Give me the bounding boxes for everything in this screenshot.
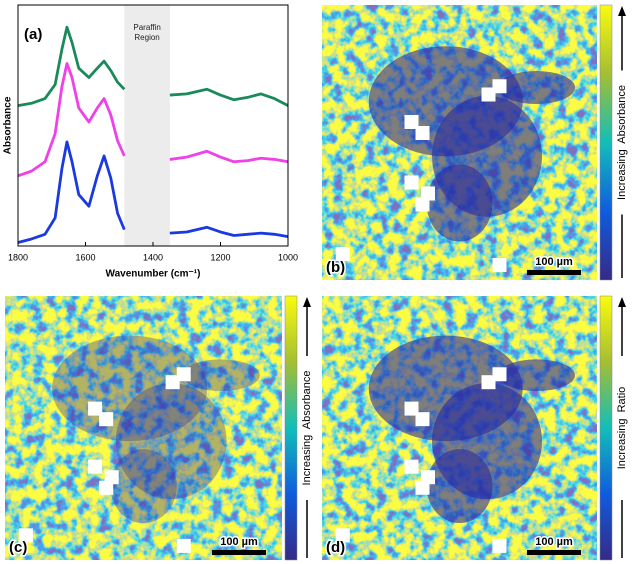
- colorbar-label: Increasing Absorbance: [301, 371, 313, 486]
- masked-pixel: [176, 538, 191, 553]
- heatmap-image: [322, 296, 597, 560]
- x-tick-label: 1200: [210, 252, 230, 262]
- dark-region: [426, 164, 493, 242]
- masked-pixel: [415, 126, 430, 140]
- scale-bar: [212, 550, 266, 555]
- panel-label: (d): [326, 539, 345, 556]
- colorbar-label: Increasing Ratio: [616, 387, 628, 470]
- arrow-head: [618, 297, 626, 307]
- colorbar-label: Increasing Absorbance: [616, 85, 628, 200]
- dark-region: [110, 449, 177, 524]
- paraffin-band: [124, 5, 170, 246]
- masked-pixel: [404, 175, 419, 190]
- scale-bar-label: 100 µm: [535, 256, 573, 268]
- masked-pixel: [404, 401, 419, 416]
- masked-pixel: [421, 470, 435, 485]
- arrow-head: [303, 297, 311, 307]
- annotation: Paraffin Region: [133, 23, 161, 42]
- dark-region: [426, 449, 493, 524]
- masked-pixel: [165, 375, 180, 390]
- masked-pixel: [404, 115, 419, 129]
- masked-pixel: [335, 247, 350, 261]
- masked-pixel: [88, 459, 103, 474]
- masked-pixel: [99, 480, 114, 495]
- scale-bar: [527, 550, 581, 555]
- arrow-head: [618, 6, 626, 16]
- masked-pixel: [492, 367, 507, 382]
- spectrum-line: [17, 140, 289, 244]
- x-axis-label: Wavenumber (cm⁻¹): [106, 269, 201, 280]
- masked-pixel: [104, 470, 119, 485]
- colorbar: [284, 295, 298, 561]
- masked-pixel: [492, 79, 507, 94]
- scale-bar: [527, 270, 581, 275]
- masked-pixel: [481, 375, 496, 390]
- colorbar: [599, 295, 613, 561]
- dark-region: [498, 71, 575, 104]
- x-tick-label: 1800: [8, 252, 28, 262]
- panel-label: (b): [326, 259, 345, 276]
- panel-label: (a): [24, 26, 42, 43]
- scale-bar-label: 100 µm: [535, 536, 573, 548]
- heatmap-image: [322, 5, 597, 280]
- heatmap-noise: [5, 296, 282, 560]
- heatmap-image: [5, 296, 282, 560]
- masked-pixel: [88, 401, 103, 416]
- masked-pixel: [415, 480, 430, 495]
- panel-label: (c): [9, 539, 27, 556]
- masked-pixel: [415, 197, 430, 212]
- masked-pixel: [492, 538, 507, 553]
- dark-region: [498, 359, 575, 392]
- spectrum-line: [17, 25, 289, 107]
- masked-pixel: [481, 87, 496, 102]
- masked-pixel: [404, 459, 419, 474]
- masked-pixel: [99, 412, 114, 427]
- masked-pixel: [492, 258, 507, 272]
- scale-bar-label: 100 µm: [220, 536, 258, 548]
- x-tick-label: 1000: [278, 252, 298, 262]
- masked-pixel: [421, 186, 435, 201]
- masked-pixel: [415, 412, 430, 427]
- masked-pixel: [176, 367, 191, 382]
- colorbar: [599, 4, 613, 281]
- x-tick-label: 1600: [75, 252, 95, 262]
- masked-pixel: [18, 528, 33, 543]
- dark-region: [115, 383, 227, 500]
- masked-pixel: [335, 528, 350, 543]
- dark-region: [182, 359, 260, 392]
- x-tick-label: 1400: [143, 252, 163, 262]
- y-axis-label: Absorbance: [3, 96, 14, 154]
- spectrum-line: [17, 62, 289, 178]
